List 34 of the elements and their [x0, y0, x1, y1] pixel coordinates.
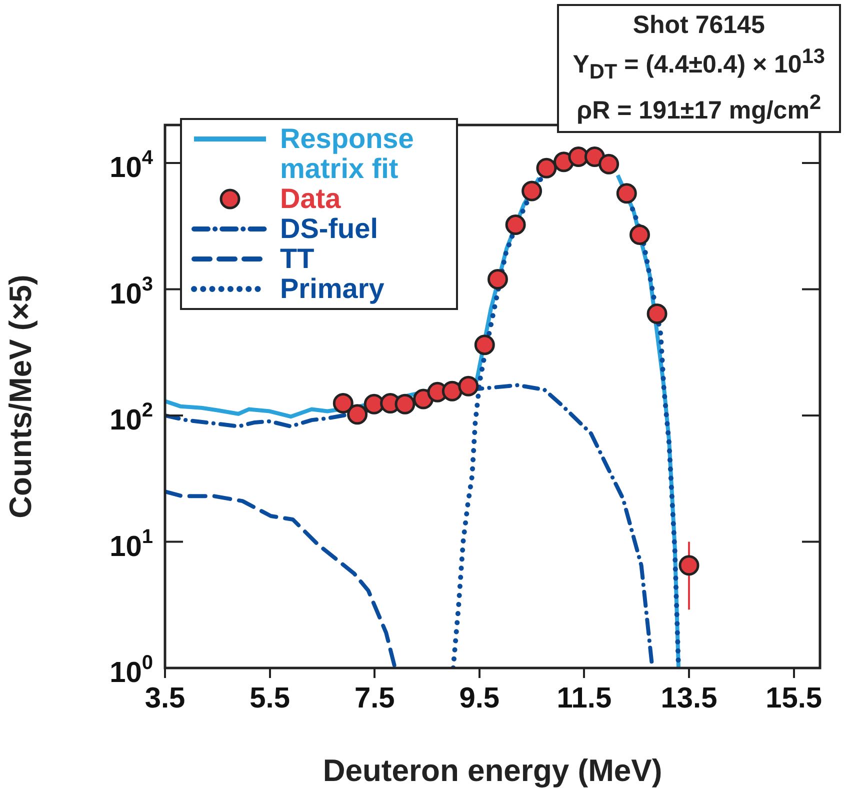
point: [332, 393, 354, 414]
point: [616, 183, 637, 204]
x-tick-label: 13.5: [660, 682, 718, 714]
legend-label: Primary: [280, 273, 384, 304]
legend-label: DS-fuel: [280, 213, 378, 244]
point: [522, 180, 542, 202]
point: [474, 334, 495, 356]
line-series: [165, 490, 398, 668]
point: [394, 394, 416, 414]
point: [442, 380, 462, 402]
x-tick-label: 9.5: [459, 682, 500, 714]
text: ρR = 191±17 mg/cm$^{2}$: [576, 90, 822, 127]
point: [364, 394, 384, 414]
point: [598, 154, 620, 174]
text: Y$_{DT}$ = (4.4±0.4) × 10$^{13}$: [572, 44, 825, 86]
point: [678, 555, 700, 576]
point: [646, 303, 668, 324]
point: [505, 214, 526, 236]
legend-label: Response matrix fit: [280, 123, 415, 184]
legend-label: Data: [280, 183, 341, 214]
x-tick-label: 7.5: [354, 682, 395, 714]
x-tick-label: 3.5: [144, 682, 186, 714]
x-tick-label: 11.5: [556, 682, 612, 714]
legend-label: TT: [280, 243, 314, 274]
y-axis-title: Counts/MeV (×5): [3, 274, 38, 518]
x-tick-label: 15.5: [766, 682, 822, 714]
point: [487, 269, 508, 290]
x-tick-label: 5.5: [250, 682, 290, 714]
point: [629, 224, 650, 246]
point: [347, 404, 368, 425]
x-axis-title: Deuteron energy (MeV): [322, 752, 662, 788]
point: [536, 158, 557, 178]
text: Shot 76145: [632, 10, 766, 41]
point: [458, 376, 479, 396]
